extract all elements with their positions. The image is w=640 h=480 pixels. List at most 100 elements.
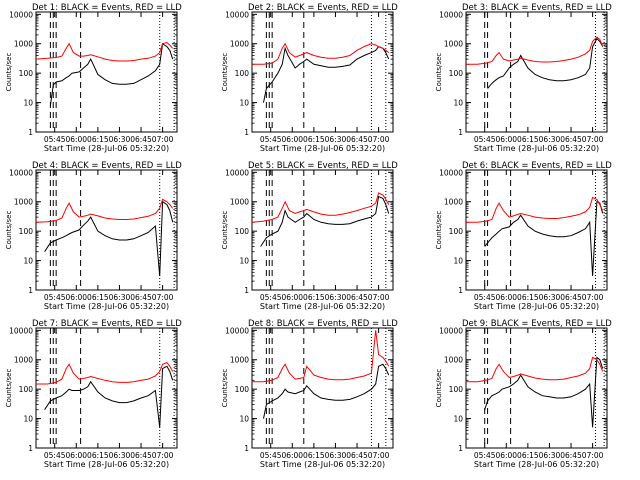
y-tick-label: 100	[449, 227, 464, 236]
series-events	[263, 45, 390, 103]
x-tick-label: 06:15	[303, 293, 325, 302]
x-tick-label: 06:00	[281, 135, 303, 144]
y-tick-label: 1	[458, 128, 463, 137]
x-tick-label: 06:00	[281, 293, 303, 302]
panel-det-7: Det 7: BLACK = Events, RED = LLD 1 10 100 10…	[5, 319, 182, 469]
x-tick-label: 06:00	[495, 451, 517, 460]
x-tick-label: 07:00	[368, 135, 390, 144]
y-tick-label: 100	[19, 227, 34, 236]
x-axis-label: Start Time (28-Jul-06 05:32:20)	[260, 144, 385, 153]
x-axis-label: Start Time (28-Jul-06 05:32:20)	[260, 302, 385, 311]
plot-frame	[465, 11, 608, 133]
y-tick-label: 10000	[9, 10, 33, 19]
x-tick-label: 06:15	[87, 135, 109, 144]
y-tick-label: 1	[244, 286, 249, 295]
y-tick-label: 10	[453, 415, 463, 424]
y-axis-label: Counts/sec	[5, 211, 13, 250]
panel-title: Det 9: BLACK = Events, RED = LLD	[462, 319, 612, 329]
y-tick-label: 10	[23, 257, 33, 266]
plot-frame	[251, 11, 394, 133]
x-tick-label: 06:00	[495, 293, 517, 302]
y-tick-label: 100	[449, 69, 464, 78]
x-tick-label: 05:45	[44, 451, 66, 460]
x-tick-label: 06:30	[539, 451, 561, 460]
y-tick-label: 10000	[9, 168, 33, 177]
x-tick-label: 06:00	[65, 135, 87, 144]
plot-frame	[251, 327, 394, 449]
y-tick-label: 100	[19, 385, 34, 394]
x-tick-label: 06:30	[325, 135, 347, 144]
y-axis-label: Counts/sec	[221, 211, 229, 250]
x-tick-label: 07:00	[582, 293, 604, 302]
x-axis-label: Start Time (28-Jul-06 05:32:20)	[474, 144, 599, 153]
x-tick-label: 06:00	[281, 451, 303, 460]
panel-title: Det 4: BLACK = Events, RED = LLD	[32, 161, 182, 171]
x-tick-label: 06:15	[517, 451, 539, 460]
y-tick-label: 10000	[225, 10, 249, 19]
series-events	[49, 42, 174, 106]
x-tick-label: 06:30	[109, 451, 131, 460]
x-tick-label: 07:00	[368, 293, 390, 302]
x-axis-label: Start Time (28-Jul-06 05:32:20)	[260, 460, 385, 469]
series-events	[484, 200, 604, 277]
series-lld	[36, 361, 174, 385]
x-tick-label: 05:45	[474, 451, 496, 460]
x-tick-label: 05:45	[260, 451, 282, 460]
y-tick-label: 1	[244, 444, 249, 453]
panel-det-1: Det 1: BLACK = Events, RED = LLD 1 10 100 10…	[5, 3, 182, 153]
y-tick-label: 1	[28, 444, 33, 453]
series-lld	[466, 356, 604, 383]
x-tick-label: 06:45	[560, 451, 582, 460]
y-tick-label: 1	[244, 128, 249, 137]
x-tick-label: 05:45	[44, 135, 66, 144]
y-tick-label: 1	[458, 444, 463, 453]
x-tick-label: 06:15	[517, 293, 539, 302]
x-tick-label: 06:45	[130, 135, 152, 144]
panel-det-9: Det 9: BLACK = Events, RED = LLD 1 10 100 10…	[435, 319, 612, 469]
plot-frame	[35, 11, 178, 133]
series-lld	[251, 192, 390, 223]
y-tick-label: 10000	[225, 326, 249, 335]
plot-frame	[35, 327, 178, 449]
x-tick-label: 07:00	[152, 293, 174, 302]
series-lld	[466, 196, 604, 223]
y-tick-label: 1000	[230, 356, 249, 365]
panel-title: Det 2: BLACK = Events, RED = LLD	[248, 3, 398, 13]
panel-title: Det 1: BLACK = Events, RED = LLD	[32, 3, 182, 13]
y-tick-label: 1000	[444, 198, 463, 207]
x-tick-label: 06:15	[87, 293, 109, 302]
x-tick-label: 07:00	[152, 135, 174, 144]
x-tick-label: 06:00	[65, 293, 87, 302]
series-lld	[35, 41, 174, 62]
x-tick-label: 07:00	[582, 451, 604, 460]
panel-title: Det 3: BLACK = Events, RED = LLD	[462, 3, 612, 13]
y-tick-label: 10000	[225, 168, 249, 177]
panel-det-4: Det 4: BLACK = Events, RED = LLD 1 10 100 10…	[5, 161, 182, 311]
y-tick-label: 1000	[14, 356, 33, 365]
x-tick-label: 06:15	[87, 451, 109, 460]
y-tick-label: 10	[239, 257, 249, 266]
x-tick-label: 05:45	[260, 293, 282, 302]
plot-frame	[35, 169, 178, 291]
panel-det-6: Det 6: BLACK = Events, RED = LLD 1 10 100 10…	[435, 161, 612, 311]
y-tick-label: 1	[28, 128, 33, 137]
y-axis-label: Counts/sec	[435, 369, 443, 408]
y-tick-label: 1000	[14, 40, 33, 49]
series-lld	[35, 198, 174, 223]
panel-det-5: Det 5: BLACK = Events, RED = LLD 1 10 100 10…	[221, 161, 398, 311]
x-tick-label: 06:30	[539, 135, 561, 144]
panel-det-8: Det 8: BLACK = Events, RED = LLD 1 10 100 10…	[221, 319, 398, 469]
series-events	[487, 37, 604, 89]
y-tick-label: 100	[235, 385, 250, 394]
plot-frame	[251, 169, 394, 291]
y-axis-label: Counts/sec	[221, 53, 229, 92]
y-tick-label: 10000	[439, 168, 463, 177]
panel-det-2: Det 2: BLACK = Events, RED = LLD 1 10 100 10…	[221, 3, 398, 153]
x-tick-label: 06:45	[346, 135, 368, 144]
y-tick-label: 1000	[14, 198, 33, 207]
y-tick-label: 10000	[439, 326, 463, 335]
x-tick-label: 06:30	[325, 451, 347, 460]
y-tick-label: 10	[239, 415, 249, 424]
x-tick-label: 06:45	[130, 451, 152, 460]
